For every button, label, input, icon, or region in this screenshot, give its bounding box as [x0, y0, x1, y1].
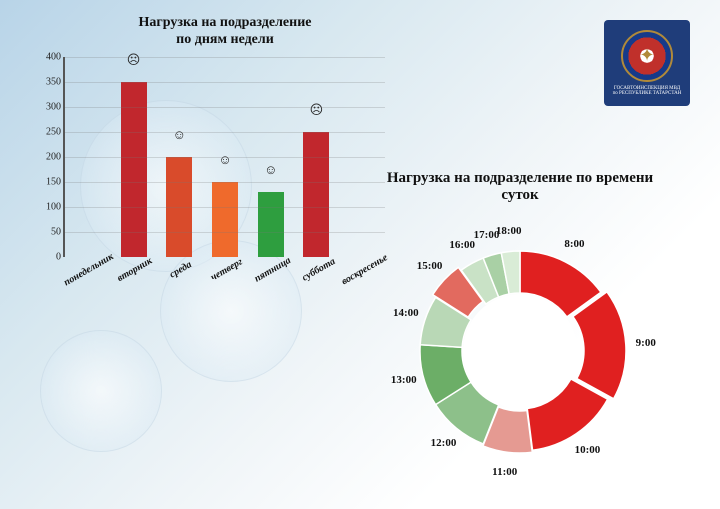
y-tick-label: 300: [29, 101, 61, 112]
donut-slice: [573, 291, 626, 398]
badge-emblem: ✦: [621, 30, 673, 82]
x-label-text: пятница: [253, 255, 293, 285]
donut-plot-area: 8:00 9:00 10:00 11:00 12:00 13:00 14:00 15:00 16…: [380, 211, 660, 491]
bar-plot-area: ☹☺☺☺☹ 050100150200250300350400: [63, 57, 385, 257]
face-icon: ☺: [173, 127, 186, 143]
bar: [212, 182, 238, 257]
face-icon: ☹: [310, 102, 324, 118]
x-label-text: четверг: [209, 256, 245, 283]
x-label: пятница: [247, 257, 293, 307]
slice-label: 12:00: [431, 437, 457, 449]
bar-title-l2: по дням недели: [176, 32, 274, 47]
donut-chart-title: Нагрузка на подразделение по времени сут…: [340, 170, 700, 205]
grid-line: [65, 232, 385, 233]
y-tick-label: 100: [29, 201, 61, 212]
y-tick-label: 0: [29, 251, 61, 262]
slice-label: 15:00: [417, 260, 443, 272]
slice-label: 10:00: [575, 444, 601, 456]
y-tick-label: 350: [29, 76, 61, 87]
donut-chart: Нагрузка на подразделение по времени сут…: [340, 170, 700, 490]
grid-line: [65, 182, 385, 183]
grid-line: [65, 157, 385, 158]
bar: [121, 82, 147, 257]
y-tick-label: 50: [29, 226, 61, 237]
slice-label: 8:00: [564, 238, 584, 250]
bar: [258, 192, 284, 257]
x-label: вторник: [109, 257, 155, 307]
grid-line: [65, 207, 385, 208]
bg-clock-3: [40, 330, 162, 452]
bar-chart: Нагрузка на подразделение по дням недели…: [25, 15, 385, 295]
y-tick-label: 150: [29, 176, 61, 187]
bar-title-l1: Нагрузка на подразделение: [138, 15, 311, 30]
bar-chart-title: Нагрузка на подразделение по дням недели: [65, 15, 385, 49]
slice-label: 18:00: [496, 225, 522, 237]
donut-title-l1: Нагрузка на подразделение по времени: [387, 170, 653, 186]
grid-line: [65, 107, 385, 108]
x-label-text: суббота: [300, 255, 337, 283]
x-label-text: вторник: [115, 255, 154, 284]
face-icon: ☹: [127, 52, 141, 68]
grid-line: [65, 57, 385, 58]
y-tick-label: 400: [29, 51, 61, 62]
x-label-text: среда: [168, 259, 194, 280]
face-icon: ☺: [264, 162, 277, 178]
donut-svg: [380, 211, 660, 491]
x-axis-labels: понедельниквторник среда четверг пятницасуб…: [63, 257, 385, 307]
x-label-text: понедельник: [62, 251, 115, 288]
x-label: суббота: [293, 257, 339, 307]
agency-badge: ✦ ГОСАВТОИНСПЕКЦИЯ МВД по РЕСПУБЛИКЕ ТАТ…: [604, 20, 690, 106]
slice-label: 14:00: [393, 307, 419, 319]
x-label: понедельник: [63, 257, 109, 307]
x-label: среда: [155, 257, 201, 307]
bar: [303, 132, 329, 257]
face-icon: ☺: [218, 152, 231, 168]
badge-text-2: по РЕСПУБЛИКЕ ТАТАРСТАН: [613, 91, 682, 97]
grid-line: [65, 132, 385, 133]
donut-hole: [463, 294, 577, 408]
y-tick-label: 200: [29, 151, 61, 162]
grid-line: [65, 82, 385, 83]
slice-label: 11:00: [492, 466, 517, 478]
y-tick-label: 250: [29, 126, 61, 137]
x-label: четверг: [201, 257, 247, 307]
slice-label: 9:00: [636, 337, 656, 349]
donut-title-l2: суток: [501, 187, 538, 203]
slice-label: 16:00: [449, 239, 475, 251]
slice-label: 13:00: [391, 374, 417, 386]
